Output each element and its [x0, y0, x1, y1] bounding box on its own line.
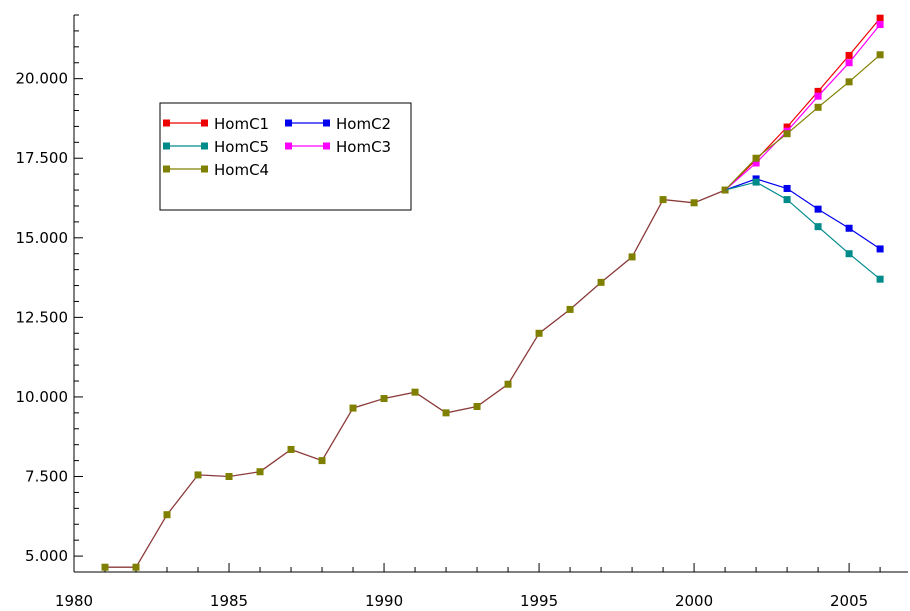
legend-entry: HomC3	[285, 138, 391, 156]
series-point	[752, 159, 760, 167]
series-point	[876, 51, 884, 59]
history-point	[659, 196, 667, 204]
history-point	[318, 457, 326, 465]
series-point	[876, 275, 884, 283]
legend-entry: HomC2	[285, 115, 391, 133]
series-point	[876, 245, 884, 253]
history-line	[105, 189, 726, 568]
legend-entry: HomC5	[163, 138, 269, 156]
series-point	[845, 78, 853, 86]
history-point	[194, 471, 202, 479]
history-point	[287, 445, 295, 453]
legend-marker	[201, 142, 208, 150]
axes: 5.000 7.500 10.000 12.500 15.000 17.500 20.000…	[16, 14, 908, 610]
legend-label: HomC4	[214, 161, 269, 179]
history-point	[380, 395, 388, 403]
series-point	[783, 130, 791, 138]
y-tick-label: 10.000	[16, 388, 69, 406]
legend-marker	[285, 119, 292, 127]
x-tick-label: 1995	[520, 592, 558, 610]
series-homc3	[724, 21, 884, 191]
series-point	[783, 184, 791, 192]
y-tick-label: 12.500	[16, 308, 69, 326]
series-point	[752, 178, 760, 186]
legend-entry: HomC1	[163, 115, 269, 133]
series-point	[876, 21, 884, 29]
legend-marker	[163, 119, 170, 127]
series-point	[783, 196, 791, 204]
series-homc5	[724, 178, 884, 283]
series-point	[814, 205, 822, 213]
legend-label: HomC1	[214, 115, 269, 133]
history-point	[473, 402, 481, 410]
series-point	[845, 51, 853, 59]
legend-marker	[201, 119, 208, 127]
y-tick-label: 7.500	[25, 468, 68, 486]
series-point	[814, 103, 822, 111]
legend-label: HomC3	[336, 138, 391, 156]
legend-entry: HomC4	[163, 161, 269, 179]
history-point	[628, 253, 636, 261]
legend: HomC1 HomC2 HomC5 HomC3 HomC4	[159, 102, 412, 211]
legend-marker	[163, 165, 170, 173]
series-point	[752, 154, 760, 162]
series-point	[814, 87, 822, 95]
series-point	[814, 92, 822, 100]
history-point	[504, 380, 512, 388]
legend-marker	[323, 119, 330, 127]
legend-marker	[323, 142, 330, 150]
x-tick-label: 1990	[365, 592, 403, 610]
history-layer	[101, 186, 729, 571]
history-point	[566, 305, 574, 313]
series-line	[724, 54, 881, 191]
series-line	[724, 181, 881, 280]
history-point	[411, 388, 419, 396]
history-point	[163, 511, 171, 519]
legend-marker	[163, 142, 170, 150]
x-tick-label: 1980	[55, 592, 93, 610]
y-tick-label: 17.500	[16, 149, 69, 167]
series-line	[724, 17, 881, 191]
series-point	[814, 223, 822, 231]
history-point	[442, 409, 450, 417]
series-point	[845, 250, 853, 258]
history-point	[349, 404, 357, 412]
x-tick-label: 2005	[830, 592, 868, 610]
series-point	[783, 123, 791, 131]
series-point	[845, 59, 853, 67]
history-point	[256, 468, 264, 476]
x-tick-label: 1985	[210, 592, 248, 610]
history-point	[690, 199, 698, 207]
x-tick-label: 2000	[675, 592, 713, 610]
history-point	[597, 278, 605, 286]
series-point	[845, 224, 853, 232]
legend-label: HomC5	[214, 138, 269, 156]
history-point	[535, 329, 543, 337]
legend-marker	[201, 165, 208, 173]
series-line	[724, 24, 881, 191]
y-tick-label: 5.000	[25, 547, 68, 565]
legend-marker	[285, 142, 292, 150]
series-homc1	[724, 14, 884, 191]
y-tick-label: 20.000	[16, 70, 69, 88]
series-homc4	[724, 51, 884, 191]
series-point	[876, 14, 884, 22]
history-point	[225, 473, 233, 481]
y-tick-label: 15.000	[16, 229, 69, 247]
legend-label: HomC2	[336, 115, 391, 133]
history-point	[101, 563, 109, 571]
series-layer	[724, 14, 884, 283]
series-line	[724, 178, 881, 250]
history-point	[132, 563, 140, 571]
